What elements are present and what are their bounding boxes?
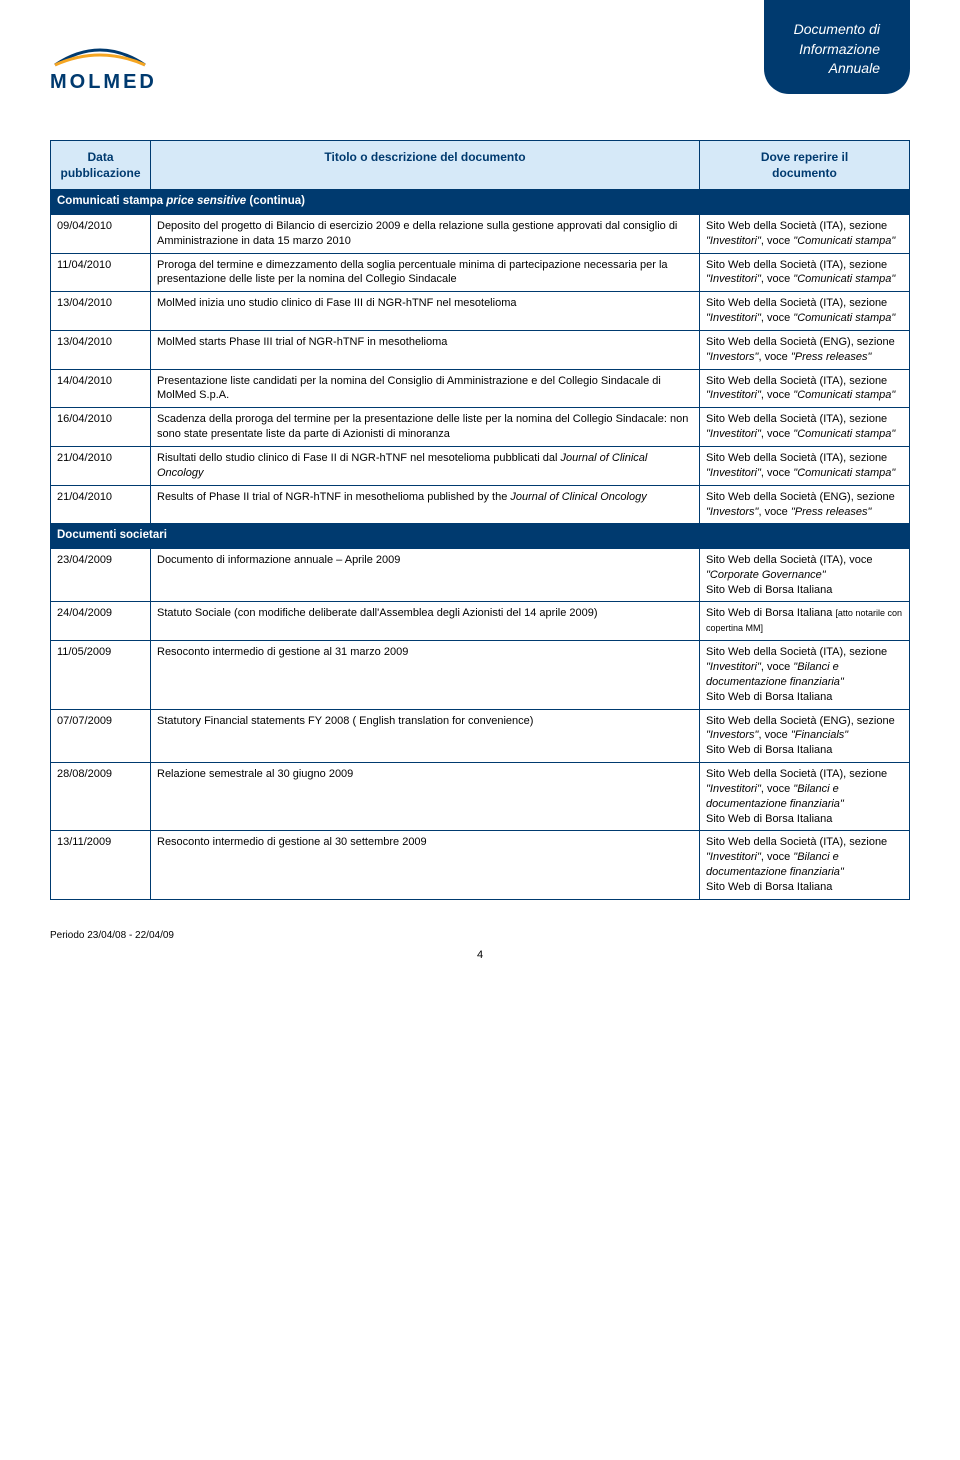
cell-date: 23/04/2009 — [51, 548, 151, 602]
table-row: 11/04/2010Proroga del termine e dimezzam… — [51, 253, 910, 292]
cell-title: MolMed starts Phase III trial of NGR-hTN… — [151, 330, 700, 369]
cell-location: Sito Web della Società (ITA), sezione "I… — [700, 763, 910, 831]
cell-location: Sito Web della Società (ITA), sezione "I… — [700, 831, 910, 899]
cell-date: 11/04/2010 — [51, 253, 151, 292]
cell-date: 09/04/2010 — [51, 214, 151, 253]
cell-location: Sito Web della Società (ITA), sezione "I… — [700, 447, 910, 486]
footer-period: Periodo 23/04/08 - 22/04/09 — [50, 930, 910, 941]
cell-title: Relazione semestrale al 30 giugno 2009 — [151, 763, 700, 831]
table-row: 21/04/2010Results of Phase II trial of N… — [51, 485, 910, 524]
tab-line3: Annuale — [794, 59, 880, 79]
page-header: MOLMED Documento di Informazione Annuale — [50, 30, 910, 120]
page-number: 4 — [50, 949, 910, 961]
cell-title: Resoconto intermedio di gestione al 31 m… — [151, 641, 700, 709]
cell-title: Risultati dello studio clinico di Fase I… — [151, 447, 700, 486]
section-label: Documenti societari — [51, 524, 910, 549]
cell-title: Presentazione liste candidati per la nom… — [151, 369, 700, 408]
cell-date: 07/07/2009 — [51, 709, 151, 763]
section-row: Documenti societari — [51, 524, 910, 549]
table-row: 13/11/2009Resoconto intermedio di gestio… — [51, 831, 910, 899]
cell-date: 11/05/2009 — [51, 641, 151, 709]
table-row: 13/04/2010MolMed inizia uno studio clini… — [51, 292, 910, 331]
header-tab: Documento di Informazione Annuale — [764, 0, 910, 94]
cell-date: 13/11/2009 — [51, 831, 151, 899]
cell-date: 21/04/2010 — [51, 485, 151, 524]
cell-title: Statuto Sociale (con modifiche deliberat… — [151, 602, 700, 641]
main-table: Data pubblicazione Titolo o descrizione … — [50, 140, 910, 900]
cell-title: Resoconto intermedio di gestione al 30 s… — [151, 831, 700, 899]
cell-title: Proroga del termine e dimezzamento della… — [151, 253, 700, 292]
logo-text: MOLMED — [50, 71, 157, 94]
table-row: 16/04/2010Scadenza della proroga del ter… — [51, 408, 910, 447]
logo: MOLMED — [50, 40, 157, 94]
header-location: Dove reperire il documento — [700, 141, 910, 190]
table-row: 24/04/2009Statuto Sociale (con modifiche… — [51, 602, 910, 641]
cell-location: Sito Web della Società (ITA), sezione "I… — [700, 214, 910, 253]
table-row: 14/04/2010Presentazione liste candidati … — [51, 369, 910, 408]
cell-location: Sito Web della Società (ENG), sezione "I… — [700, 485, 910, 524]
table-row: 07/07/2009Statutory Financial statements… — [51, 709, 910, 763]
cell-location: Sito Web della Società (ITA), sezione "I… — [700, 641, 910, 709]
section-row: Comunicati stampa price sensitive (conti… — [51, 190, 910, 215]
logo-arc-icon — [50, 40, 150, 70]
cell-location: Sito Web della Società (ITA), sezione "I… — [700, 292, 910, 331]
table-row: 09/04/2010Deposito del progetto di Bilan… — [51, 214, 910, 253]
table-header-row: Data pubblicazione Titolo o descrizione … — [51, 141, 910, 190]
cell-date: 16/04/2010 — [51, 408, 151, 447]
cell-location: Sito Web di Borsa Italiana [atto notaril… — [700, 602, 910, 641]
cell-date: 13/04/2010 — [51, 292, 151, 331]
cell-date: 14/04/2010 — [51, 369, 151, 408]
cell-date: 21/04/2010 — [51, 447, 151, 486]
cell-location: Sito Web della Società (ITA), sezione "I… — [700, 253, 910, 292]
header-title: Titolo o descrizione del documento — [151, 141, 700, 190]
tab-line1: Documento di — [794, 20, 880, 40]
cell-location: Sito Web della Società (ENG), sezione "I… — [700, 330, 910, 369]
table-body: Comunicati stampa price sensitive (conti… — [51, 190, 910, 899]
section-label: Comunicati stampa price sensitive (conti… — [51, 190, 910, 215]
table-row: 13/04/2010MolMed starts Phase III trial … — [51, 330, 910, 369]
table-row: 28/08/2009Relazione semestrale al 30 giu… — [51, 763, 910, 831]
table-row: 23/04/2009Documento di informazione annu… — [51, 548, 910, 602]
header-date: Data pubblicazione — [51, 141, 151, 190]
cell-date: 28/08/2009 — [51, 763, 151, 831]
cell-location: Sito Web della Società (ITA), sezione "I… — [700, 369, 910, 408]
cell-title: Scadenza della proroga del termine per l… — [151, 408, 700, 447]
cell-date: 13/04/2010 — [51, 330, 151, 369]
cell-location: Sito Web della Società (ENG), sezione "I… — [700, 709, 910, 763]
cell-title: Results of Phase II trial of NGR-hTNF in… — [151, 485, 700, 524]
cell-title: Deposito del progetto di Bilancio di ese… — [151, 214, 700, 253]
table-row: 21/04/2010Risultati dello studio clinico… — [51, 447, 910, 486]
cell-location: Sito Web della Società (ITA), voce "Corp… — [700, 548, 910, 602]
tab-line2: Informazione — [794, 40, 880, 60]
table-row: 11/05/2009Resoconto intermedio di gestio… — [51, 641, 910, 709]
cell-title: Statutory Financial statements FY 2008 (… — [151, 709, 700, 763]
cell-date: 24/04/2009 — [51, 602, 151, 641]
cell-title: MolMed inizia uno studio clinico di Fase… — [151, 292, 700, 331]
cell-title: Documento di informazione annuale – Apri… — [151, 548, 700, 602]
cell-location: Sito Web della Società (ITA), sezione "I… — [700, 408, 910, 447]
